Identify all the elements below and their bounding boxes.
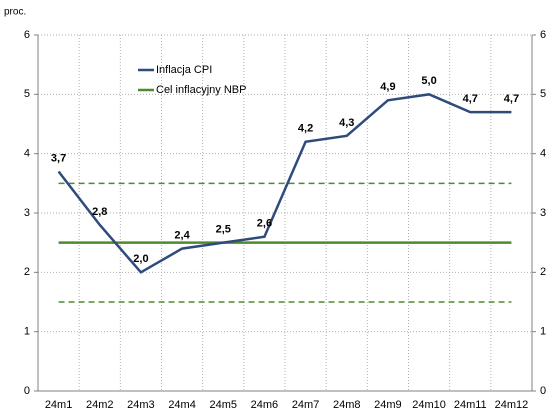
x-tick-label: 24m2 <box>86 399 114 411</box>
y2-tick-label: 1 <box>540 326 546 338</box>
y-tick-label: 6 <box>24 29 30 41</box>
y-tick-label: 4 <box>24 148 30 160</box>
line-series <box>57 93 512 274</box>
value-label: 4,3 <box>339 117 354 129</box>
x-tick-label: 24m3 <box>127 399 155 411</box>
legend-label: Inflacja CPI <box>156 64 212 76</box>
value-label: 5,0 <box>421 75 436 87</box>
x-tick-label: 24m8 <box>333 399 361 411</box>
value-label: 4,7 <box>463 93 478 105</box>
y-unit: proc. <box>4 7 26 18</box>
x-tick-label: 24m7 <box>292 399 320 411</box>
value-label: 4,7 <box>504 93 519 105</box>
value-label: 4,9 <box>380 81 395 93</box>
y2-tick-label: 4 <box>540 148 546 160</box>
y2-tick-label: 3 <box>540 207 546 219</box>
x-tick-label: 24m9 <box>374 399 402 411</box>
y2-tick-label: 0 <box>540 385 546 397</box>
x-tick-label: 24m11 <box>454 399 487 411</box>
value-label: 2,5 <box>216 224 231 236</box>
y2-tick-label: 5 <box>540 88 546 100</box>
y2-tick-label: 6 <box>540 29 546 41</box>
x-tick-label: 24m6 <box>251 399 279 411</box>
x-tick-label: 24m5 <box>209 399 237 411</box>
y-tick-label: 2 <box>24 266 30 278</box>
x-tick-label: 24m12 <box>495 399 529 411</box>
x-tick-label: 24m4 <box>168 399 196 411</box>
y-tick-label: 5 <box>24 88 30 100</box>
y-tick-label: 1 <box>24 326 30 338</box>
y-tick-label: 0 <box>24 385 30 397</box>
y-tick-label: 3 <box>24 207 30 219</box>
legend-label: Cel inflacyjny NBP <box>156 84 246 96</box>
x-tick-label: 24m10 <box>412 399 446 411</box>
value-label: 3,7 <box>51 152 66 164</box>
value-label: 4,2 <box>298 123 313 135</box>
y2-tick-label: 2 <box>540 266 546 278</box>
x-tick-label: 24m1 <box>45 399 73 411</box>
value-label: 2,0 <box>133 253 148 265</box>
value-label: 2,8 <box>92 206 107 218</box>
value-label: 2,4 <box>174 230 190 242</box>
value-label: 2,6 <box>257 218 272 230</box>
